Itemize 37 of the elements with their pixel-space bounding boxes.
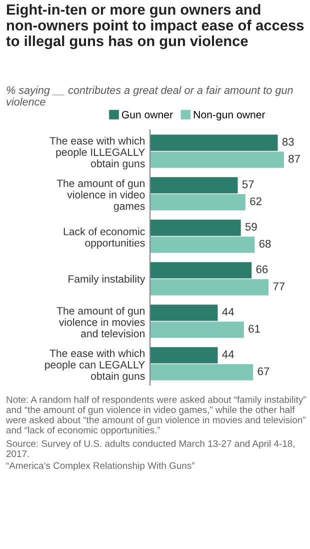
data-label: 87 (288, 154, 300, 163)
bar (150, 279, 269, 296)
data-label: 57 (242, 180, 254, 188)
bar (150, 220, 241, 236)
data-label: 77 (273, 282, 284, 290)
data-label: 61 (248, 324, 260, 333)
legend-label: Gun owner (122, 110, 173, 118)
data-label: 83 (282, 138, 294, 146)
text: “America’s Complex Relationship With Guns” (6, 462, 194, 471)
data-label: 67 (258, 367, 270, 376)
y-tick-label: The ease with which people can LEGALLY obtain guns (45, 349, 145, 382)
bar (150, 177, 238, 194)
y-tick-label: The amount of gun violence in movies and television (56, 306, 145, 338)
y-tick-label: Lack of economic opportunities (64, 228, 145, 249)
data-label: 59 (245, 222, 257, 231)
bar (150, 322, 244, 338)
data-label: 44 (222, 350, 234, 358)
bar (150, 236, 255, 253)
bar (150, 364, 254, 380)
bar (150, 347, 218, 364)
source-note: Source: Survey of U.S. adults conducted March 13-27 and April 4-18, 2017. (6, 440, 294, 458)
data-label: 62 (250, 197, 262, 206)
y-tick-label: The ease with which people ILLEGALLY obtain guns (50, 136, 145, 170)
y-tick-label: Family instability (68, 274, 146, 285)
chart-title: Eight-in-ten or more gun owners and non-owners point to impact ease of access to illegal guns has on gun violence (6, 4, 304, 50)
bar (150, 304, 218, 321)
data-label: 66 (256, 265, 268, 274)
bar (150, 152, 284, 168)
bar (150, 194, 246, 210)
data-label: 68 (259, 240, 271, 248)
text: Note: A random half of respondents were asked about “family instability” and “the amount of gun violence in video games,” while the other half were asked about “the amount of gun violence in movies and television” and “lack of economic opportunities.” (6, 396, 306, 436)
data-label: 44 (222, 308, 234, 316)
bar (150, 134, 278, 151)
bar (150, 262, 252, 278)
legend-label: Non-gun owner (194, 111, 266, 120)
y-tick-label: The amount of gun violence in video games (56, 179, 145, 212)
chart-subtitle: % saying __ contributes a great deal or a fair amount to gun violence (6, 86, 293, 106)
